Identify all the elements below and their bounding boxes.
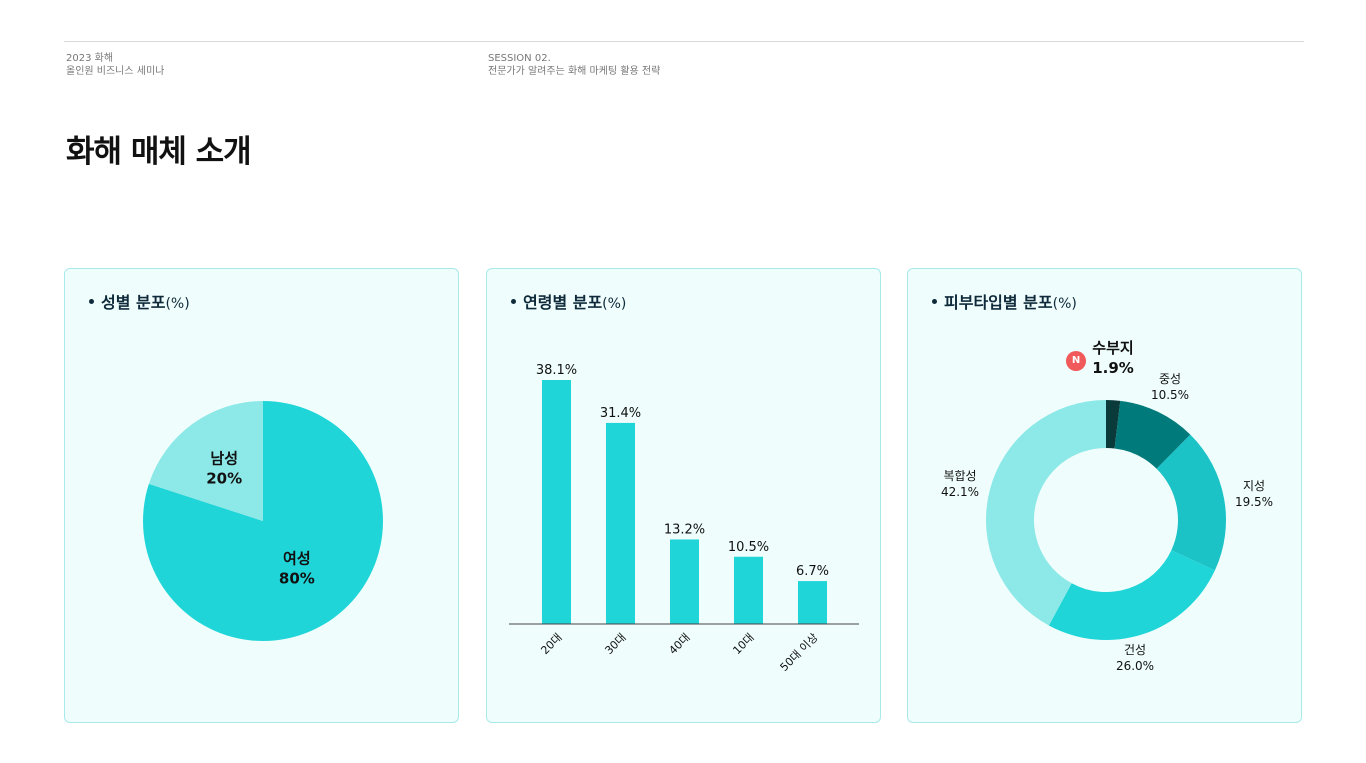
new-badge: N <box>1066 351 1086 371</box>
gender-chart-title: 성별 분포(%) <box>89 289 190 313</box>
skin-type-chart-card: 피부타입별 분포(%) 수부지 1.9% 중성 10.5% 지성 19.5% 건성 26.0%… <box>907 268 1302 723</box>
donut-slice-1 <box>1114 400 1191 469</box>
category-label-2: 40대 <box>666 631 692 657</box>
donut-value-3: 26.0% <box>1116 659 1154 673</box>
event-name: 올인원 비즈니스 세미나 <box>66 66 165 77</box>
bar-value-label-3: 10.5% <box>728 540 769 555</box>
donut-label-0: 수부지 <box>1092 339 1133 357</box>
category-label-3: 10대 <box>730 631 756 657</box>
slice-label-0: 여성 <box>283 550 311 568</box>
session-title: 전문가가 알려주는 화해 마케팅 활용 전략 <box>488 66 661 77</box>
category-label-0: 20대 <box>538 631 564 657</box>
donut-value-1: 10.5% <box>1151 388 1189 402</box>
bullet-icon <box>89 299 94 304</box>
donut-label-1: 중성 <box>1159 372 1181 386</box>
donut-slice-4 <box>986 400 1106 626</box>
event-year: 2023 화해 <box>66 53 114 64</box>
bar-value-label-1: 31.4% <box>600 406 641 421</box>
page-title: 화해 매체 소개 <box>66 134 252 170</box>
donut-value-0: 1.9% <box>1092 359 1134 377</box>
bar-value-label-4: 6.7% <box>796 564 829 579</box>
event-info: 2023 화해 올인원 비즈니스 세미나 <box>66 52 164 78</box>
skin-type-donut-chart: 수부지 1.9% 중성 10.5% 지성 19.5% 건성 26.0% 복합성 42.1% <box>941 339 1273 673</box>
donut-slice-0 <box>1106 400 1121 449</box>
bar-0 <box>542 380 571 624</box>
donut-value-2: 19.5% <box>1235 495 1273 509</box>
session-number: SESSION 02. <box>488 53 551 64</box>
donut-label-2: 지성 <box>1243 479 1265 493</box>
session-info: SESSION 02. 전문가가 알려주는 화해 마케팅 활용 전략 <box>488 52 660 78</box>
bullet-icon <box>511 299 516 304</box>
age-chart-title: 연령별 분포(%) <box>511 289 626 313</box>
gender-pie-chart: 여성 80% 남성 20% <box>143 401 383 641</box>
slice-value-1: 20% <box>206 470 242 488</box>
bar-2 <box>670 539 699 624</box>
bar-value-label-2: 13.2% <box>664 522 705 537</box>
donut-slice-2 <box>1156 434 1226 571</box>
donut-label-4: 복합성 <box>943 469 976 483</box>
bar-4 <box>798 581 827 624</box>
bar-1 <box>606 422 635 624</box>
category-label-1: 30대 <box>602 631 628 657</box>
donut-value-4: 42.1% <box>941 485 979 499</box>
bar-value-label-0: 38.1% <box>536 363 577 378</box>
bar-3 <box>734 556 763 624</box>
gender-chart-card: 성별 분포(%) 여성 80% 남성 20% <box>64 268 459 723</box>
donut-slice-3 <box>1048 550 1215 640</box>
skin-type-chart-title: 피부타입별 분포(%) <box>932 289 1077 313</box>
age-chart-card: 연령별 분포(%) 38.1% 20대 31.4% 30대 13.2% 40대 10.5% 1… <box>486 268 881 723</box>
category-label-4: 50대 이상 <box>778 631 821 674</box>
header-divider <box>64 41 1304 42</box>
slice-value-0: 80% <box>279 570 315 588</box>
bullet-icon <box>932 299 937 304</box>
slice-label-1: 남성 <box>210 450 238 468</box>
pie-slice-1 <box>148 401 263 521</box>
donut-label-3: 건성 <box>1124 643 1146 657</box>
age-bar-chart: 38.1% 20대 31.4% 30대 13.2% 40대 10.5% 10대 6.7% 50대 … <box>509 363 859 674</box>
